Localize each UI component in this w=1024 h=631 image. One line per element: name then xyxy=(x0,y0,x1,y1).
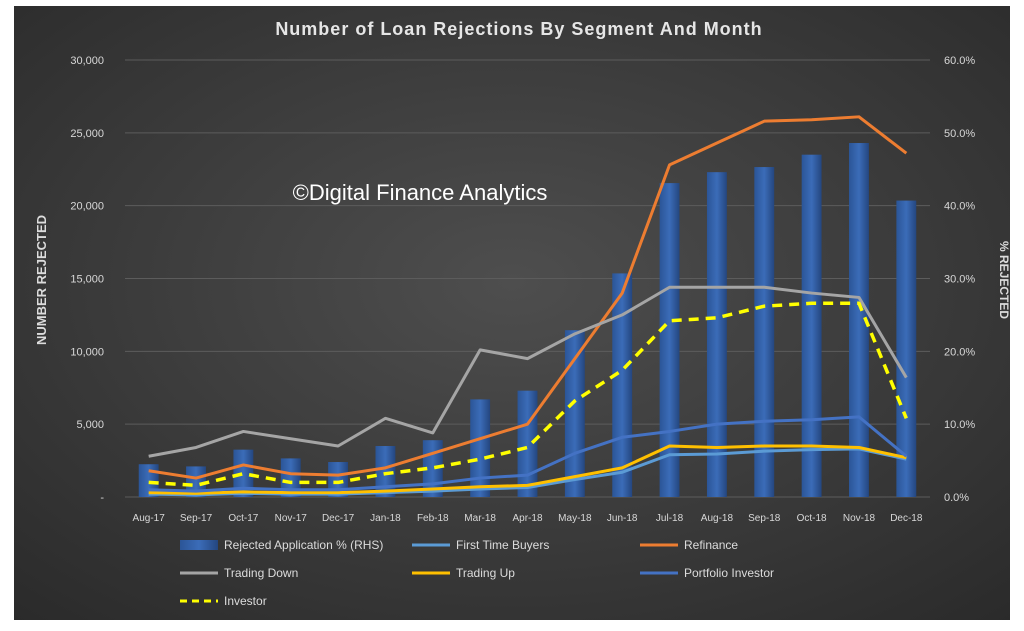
bar xyxy=(754,167,775,497)
series-line xyxy=(148,285,908,458)
left-tick-label: - xyxy=(100,492,104,504)
x-tick-label: Jan-18 xyxy=(370,513,401,524)
left-tick-label: 10,000 xyxy=(70,346,104,358)
right-tick-label: 20.0% xyxy=(944,346,975,358)
x-tick-label: Dec-17 xyxy=(322,513,355,524)
x-tick-label: Apr-18 xyxy=(512,513,542,524)
bar-series xyxy=(138,143,917,498)
right-tick-label: 40.0% xyxy=(944,201,975,213)
legend-label: Rejected Application % (RHS) xyxy=(224,538,383,552)
chart-title: Number of Loan Rejections By Segment And… xyxy=(275,19,762,39)
bar xyxy=(896,200,917,497)
left-tick-label: 15,000 xyxy=(70,274,104,286)
legend-label: Investor xyxy=(224,594,267,608)
bar xyxy=(801,154,822,497)
watermark-text: ©Digital Finance Analytics xyxy=(293,180,548,205)
x-tick-label: Oct-17 xyxy=(228,513,258,524)
bar xyxy=(375,446,396,497)
bar xyxy=(517,390,538,497)
legend-label: First Time Buyers xyxy=(456,538,549,552)
x-axis-ticks: Aug-17 Sep-17 Oct-17 Nov-17 Dec-17 Jan-18 Feb-… xyxy=(133,513,923,524)
left-axis-ticks: - 5,000 10,000 15,000 20,000 25,000 30,000 xyxy=(70,55,104,504)
left-tick-label: 30,000 xyxy=(70,55,104,67)
chart-background xyxy=(14,6,1010,620)
legend-swatch xyxy=(180,540,218,550)
bar xyxy=(280,458,301,497)
x-tick-label: Aug-17 xyxy=(133,513,166,524)
bar xyxy=(849,143,869,497)
x-tick-label: Jul-18 xyxy=(656,513,684,524)
right-tick-label: 50.0% xyxy=(944,128,975,140)
x-tick-label: Feb-18 xyxy=(417,513,449,524)
series-line xyxy=(148,115,908,480)
left-tick-label: 25,000 xyxy=(70,128,104,140)
x-tick-label: Aug-18 xyxy=(701,513,734,524)
x-tick-label: Sep-18 xyxy=(748,513,781,524)
series-line xyxy=(148,415,908,493)
x-tick-label: May-18 xyxy=(558,513,592,524)
bar xyxy=(186,466,206,497)
x-tick-label: Mar-18 xyxy=(464,513,496,524)
x-tick-label: Nov-18 xyxy=(843,513,876,524)
bar xyxy=(612,273,633,497)
line-series xyxy=(148,115,908,497)
legend-label: Portfolio Investor xyxy=(684,566,774,580)
bar xyxy=(233,449,254,497)
x-tick-label: Jun-18 xyxy=(607,513,638,524)
left-tick-label: 5,000 xyxy=(76,419,104,431)
right-tick-label: 60.0% xyxy=(944,55,975,67)
x-tick-label: Sep-17 xyxy=(180,513,213,524)
bar xyxy=(706,172,727,497)
series-line xyxy=(148,301,908,488)
right-tick-label: 30.0% xyxy=(944,274,975,286)
bar xyxy=(470,399,491,497)
legend-label: Refinance xyxy=(684,538,738,552)
x-tick-label: Oct-18 xyxy=(797,513,827,524)
legend-label: Trading Down xyxy=(224,566,298,580)
legend: Rejected Application % (RHS) First Time B… xyxy=(180,538,774,608)
bar xyxy=(659,183,680,498)
bar xyxy=(564,330,585,497)
x-tick-label: Dec-18 xyxy=(890,513,923,524)
y-axis-left-label: NUMBER REJECTED xyxy=(34,215,49,345)
legend-label: Trading Up xyxy=(456,566,515,580)
right-axis-ticks: 0.0% 10.0% 20.0% 30.0% 40.0% 50.0% 60.0% xyxy=(944,55,975,504)
right-tick-label: 0.0% xyxy=(944,492,969,504)
left-tick-label: 20,000 xyxy=(70,201,104,213)
right-tick-label: 10.0% xyxy=(944,419,975,431)
y-axis-right-label: % REJECTED xyxy=(997,241,1011,319)
series-line xyxy=(148,444,907,495)
x-tick-label: Nov-17 xyxy=(275,513,308,524)
